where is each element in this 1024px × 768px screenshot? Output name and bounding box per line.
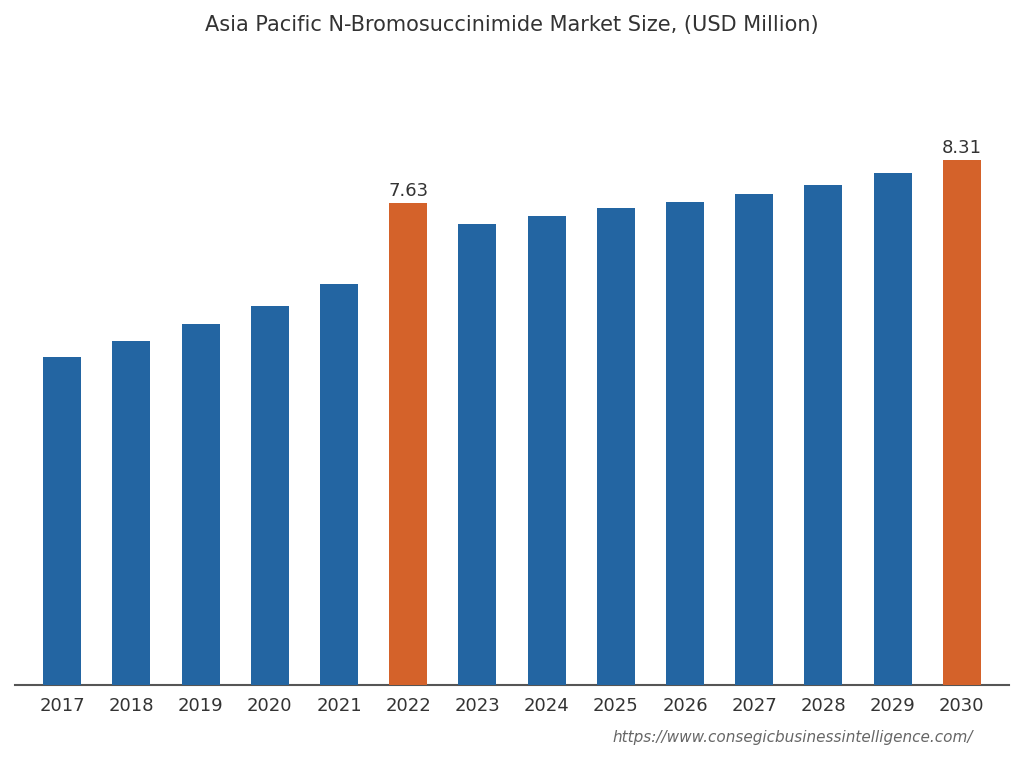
Bar [527,216,565,686]
Text: 7.63: 7.63 [388,182,428,200]
Bar [459,223,497,686]
Bar [319,284,358,686]
Bar [873,174,911,686]
Bar [666,202,705,686]
Bar [389,203,427,686]
Title: Asia Pacific N-Bromosuccinimide Market Size, (USD Million): Asia Pacific N-Bromosuccinimide Market S… [205,15,819,35]
Bar [597,208,635,686]
Bar [805,185,843,686]
Bar [943,160,981,686]
Bar [113,341,151,686]
Bar [735,194,773,686]
Text: https://www.consegicbusinessintelligence.com/: https://www.consegicbusinessintelligence… [612,730,973,745]
Bar [181,324,219,686]
Bar [251,306,289,686]
Bar [43,356,81,686]
Text: 8.31: 8.31 [942,139,982,157]
